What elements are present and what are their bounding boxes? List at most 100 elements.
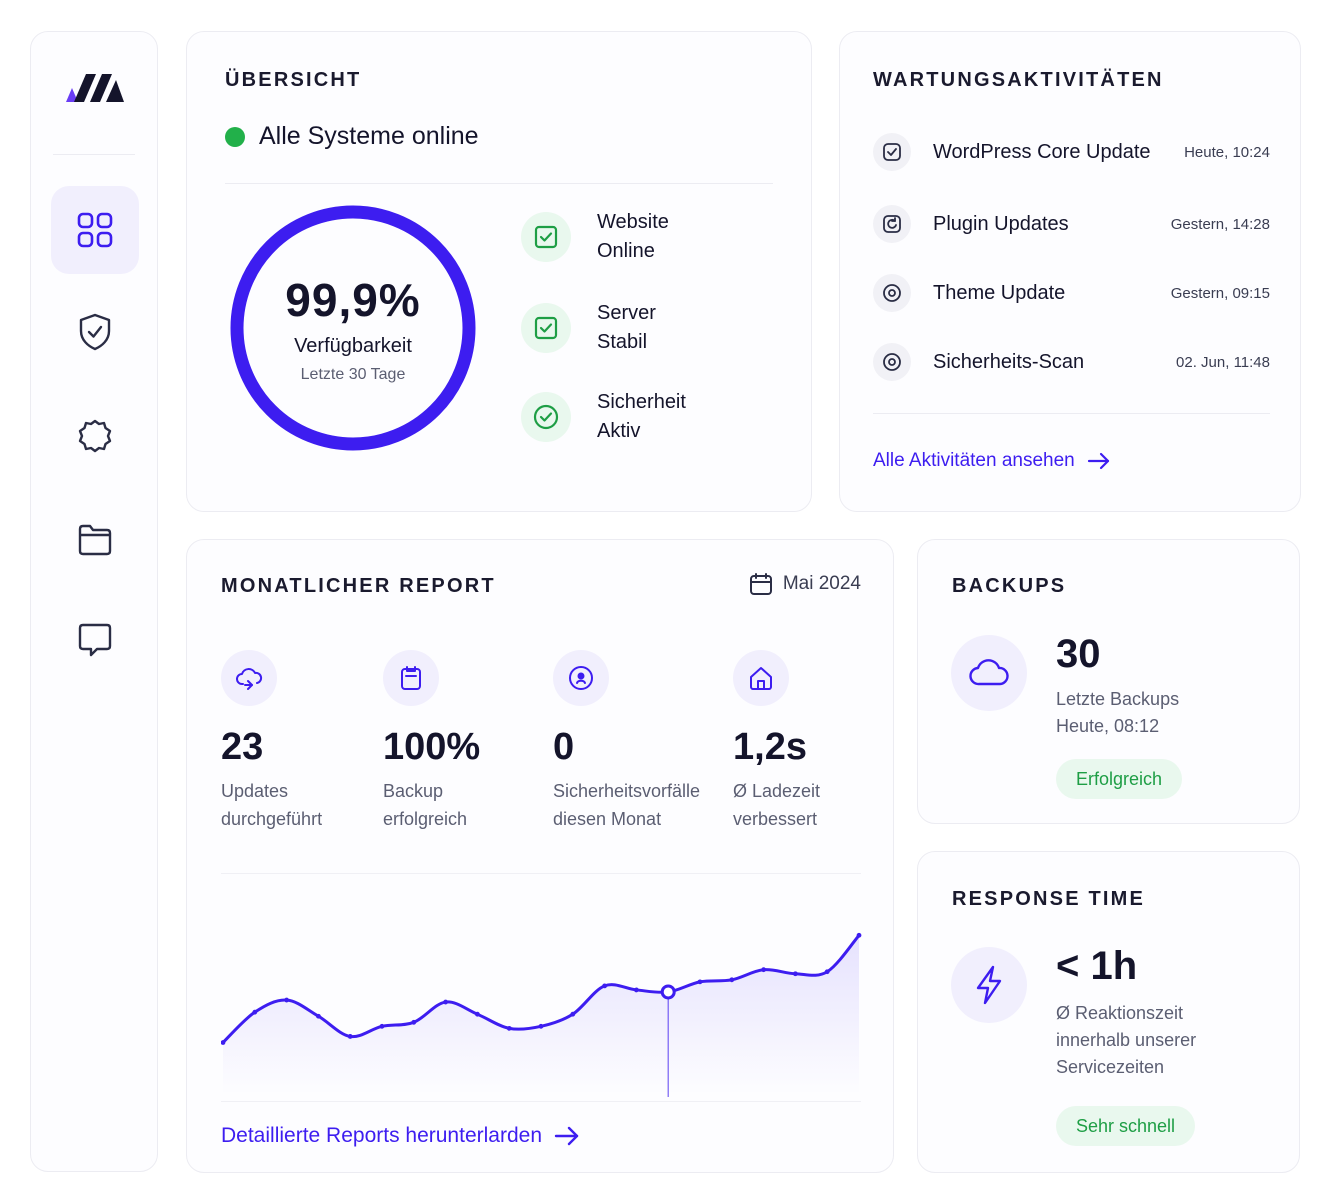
chart-point [729,977,735,983]
cloud-icon [951,635,1027,711]
chart-point [506,1025,512,1031]
check-security-line1: Sicherheit [597,391,686,413]
stat-incidents-value: 0 [553,726,575,768]
activity-time: Gestern, 14:28 [1170,215,1270,233]
stat-loadtime: 1,2s Ø Ladezeit verbessert [733,650,820,833]
stat-updates: 23 Updates durchgeführt [221,650,322,833]
chart-point [856,932,862,938]
grid-icon [77,212,113,248]
availability-ring [230,205,476,451]
report-title: MONATLICHER REPORT [221,575,496,597]
overview-card: ÜBERSICHT Alle Systeme online 99,9% Verf… [186,31,812,512]
chart-point [761,967,766,973]
response-line2: innerhalb unserer [1056,1030,1197,1050]
check-security: Sicherheit Aktiv [521,388,717,446]
lightning-icon [951,947,1027,1023]
overview-divider [225,183,773,184]
shield-person-icon [553,650,609,706]
calendar-icon [749,573,772,595]
activity-title: WordPress Core Update [933,140,1151,163]
stat-backup-line1: Backup [383,781,444,801]
response-time-card: RESPONSE TIME < 1h Ø Reaktionszeit inner… [917,851,1300,1173]
stat-incidents: 0 Sicherheitsvorfälle diesen Monat [553,650,700,833]
activity-row[interactable]: Sicherheits-Scan 02. Jun, 11:48 [873,342,1270,382]
status-dot-icon [225,126,245,147]
stat-loadtime-value: 1,2s [733,726,807,768]
backups-last-time: Heute, 08:12 [1056,716,1160,736]
chart-point [538,1023,544,1029]
check-server: Server Stabil [521,299,717,357]
response-title: RESPONSE TIME [952,888,1146,910]
chart-point [634,987,639,993]
home-icon [733,650,789,706]
nav-security[interactable] [51,288,139,376]
report-line-chart [221,932,862,1097]
stat-updates-line2: durchgeführt [221,809,323,829]
activities-divider [873,413,1270,414]
chart-point [602,983,607,989]
availability-text: 99,9% Verfügbarkeit Letzte 30 Tage [229,204,477,452]
check-circle-icon [521,392,571,442]
nav-messages[interactable] [51,596,139,684]
chart-point [284,997,289,1003]
report-date: Mai 2024 [782,573,861,594]
sidebar-divider [53,154,135,155]
availability-label: Verfügbarkeit [294,334,412,357]
nav-settings[interactable] [51,392,139,480]
check-square-icon [521,303,571,353]
backups-status-badge: Erfolgreich [1056,759,1183,799]
report-divider-top [221,873,861,874]
report-date-picker[interactable]: Mai 2024 [749,572,861,596]
all-activities-link[interactable]: Alle Aktivitäten ansehen [873,450,1111,472]
chart-point [793,971,798,977]
cloud-sync-icon [221,650,277,706]
activity-time: Gestern, 09:15 [1170,284,1270,302]
system-status-text: Alle Systeme online [259,122,479,150]
stat-updates-line1: Updates [221,781,289,801]
chart-point [824,969,830,975]
stat-backup: 100% Backup erfolgreich [383,650,480,833]
check-security-line2: Aktiv [597,420,641,442]
stat-loadtime-line2: verbessert [733,809,818,829]
stat-loadtime-line1: Ø Ladezeit [733,781,821,801]
download-reports-link[interactable]: Detaillierte Reports herunterlarden [221,1124,580,1148]
backups-title: BACKUPS [952,575,1067,597]
theme-icon [873,274,911,312]
backups-card: BACKUPS 30 Letzte Backups Heute, 08:12 Er… [917,539,1300,824]
activities-card: WARTUNGSAKTIVITÄTEN WordPress Core Updat… [839,31,1301,512]
response-status-badge: Sehr schnell [1056,1106,1196,1146]
chart-point [252,1009,258,1015]
activity-row[interactable]: WordPress Core Update Heute, 10:24 [873,132,1270,172]
plugin-icon [873,205,911,243]
check-server-line1: Server [597,302,656,324]
activity-row[interactable]: Theme Update Gestern, 09:15 [873,273,1270,313]
nav-files[interactable] [51,496,139,584]
check-website: Website Online [521,208,717,266]
activity-title: Theme Update [933,281,1066,304]
stat-incidents-line2: diesen Monat [553,809,662,829]
shield-check-icon [79,313,111,351]
system-status: Alle Systeme online [225,122,479,151]
check-website-line1: Website [597,211,669,233]
chart-point [316,1013,321,1019]
availability-period: Letzte 30 Tage [300,365,406,383]
response-value: < 1h [1056,944,1138,988]
chart-point [379,1023,385,1029]
chart-highlight-point [660,984,676,1000]
activity-title: Sicherheits-Scan [933,350,1085,373]
nav-dashboard[interactable] [51,186,139,274]
chart-point [411,1019,417,1025]
brand-logo[interactable] [66,72,126,107]
activity-time: 02. Jun, 11:48 [1176,353,1270,371]
availability-ring-arc [230,205,476,451]
all-activities-label: Alle Aktivitäten ansehen [873,450,1075,471]
stat-backup-value: 100% [383,726,481,768]
stat-updates-value: 23 [221,726,264,768]
check-server-line2: Stabil [597,331,648,353]
chart-point [697,979,703,985]
chart-point [347,1034,353,1039]
activity-row[interactable]: Plugin Updates Gestern, 14:28 [873,204,1270,244]
response-line3: Servicezeiten [1056,1057,1165,1077]
sidebar [30,31,158,1172]
check-website-line2: Online [597,240,655,262]
